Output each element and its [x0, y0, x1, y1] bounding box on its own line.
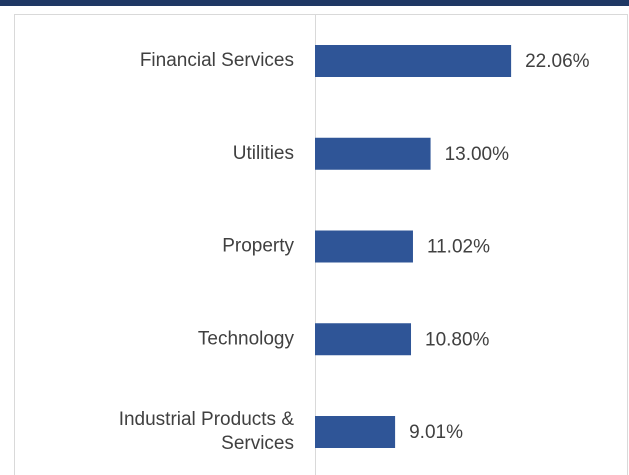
bar	[315, 416, 396, 448]
header-band	[0, 0, 629, 6]
bar	[315, 230, 413, 263]
value-label: 22.06%	[525, 51, 590, 72]
bar	[315, 45, 512, 77]
value-label: 9.01%	[409, 422, 463, 443]
value-label: 13.00%	[445, 144, 510, 165]
category-label: Utilities	[233, 143, 294, 164]
value-label: 11.02%	[427, 237, 490, 258]
bar	[315, 323, 412, 356]
bar	[315, 137, 431, 170]
category-label: Property	[222, 236, 294, 257]
category-label: Financial Services	[140, 50, 294, 71]
category-label: Technology	[198, 328, 295, 349]
value-label: 10.80%	[425, 329, 490, 350]
chart-border	[14, 14, 628, 475]
category-label: Industrial Products & Services	[119, 409, 295, 454]
